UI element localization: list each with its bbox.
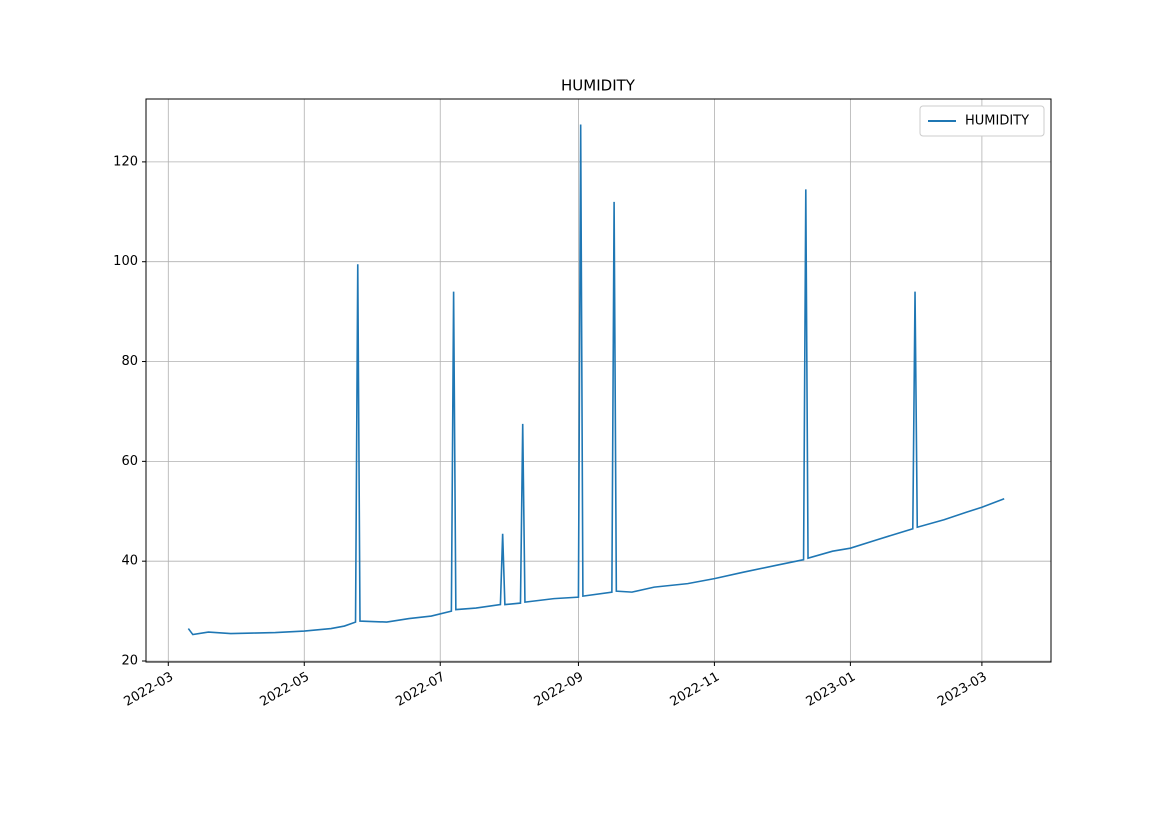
y-tick-label: 40 bbox=[121, 554, 138, 569]
legend-box bbox=[919, 105, 1045, 137]
line-series bbox=[187, 124, 1005, 636]
y-tick-label: 120 bbox=[113, 154, 138, 169]
y-tick-label: 80 bbox=[121, 354, 138, 369]
y-tick-label: 20 bbox=[121, 654, 138, 669]
y-tick-label: 60 bbox=[121, 454, 138, 469]
chart-title: HUMIDITY bbox=[561, 77, 636, 95]
plot-frame bbox=[145, 98, 1052, 663]
legend-label: HUMIDITY bbox=[965, 114, 1029, 129]
y-tick-label: 100 bbox=[113, 254, 138, 269]
